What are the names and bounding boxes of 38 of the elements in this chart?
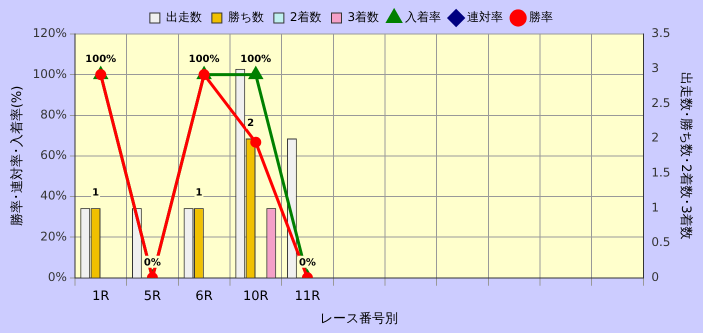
x-tick-label: 10R — [242, 288, 269, 304]
y2-axis-title: 出走数･勝ち数･2着数･3着数 — [678, 72, 694, 240]
data-label: 100% — [240, 54, 272, 66]
y2-tick-label: 2.5 — [651, 96, 670, 110]
x-axis-title: レース番号別 — [320, 312, 398, 327]
legend-label: 勝率 — [529, 10, 554, 24]
data-label: 1 — [195, 188, 202, 199]
y-tick-label: 20% — [40, 229, 67, 244]
y2-tick-label: 1.5 — [651, 165, 670, 180]
legend-label: 連対率 — [467, 10, 504, 24]
y2-tick-label: 1 — [651, 200, 659, 214]
data-label: 2 — [247, 118, 254, 130]
y2-tick-label: 3 — [651, 60, 659, 75]
x-tick-label: 11R — [294, 288, 320, 304]
y2-tick-label: 0.5 — [651, 235, 670, 250]
legend-label: 2着数 — [290, 10, 322, 24]
legend-label: 入着率 — [405, 10, 442, 24]
y-tick-label: 100% — [32, 66, 67, 81]
y-axis-title: 勝率･連対率･入着率(%) — [9, 86, 26, 226]
y-tick-label: 60% — [40, 148, 67, 162]
data-label: 0% — [298, 257, 316, 268]
data-label: 1 — [92, 188, 100, 199]
y2-tick-label: 3.5 — [651, 26, 670, 40]
data-label: 0% — [144, 257, 161, 268]
y-tick-label: 40% — [40, 188, 67, 203]
data-label: 100% — [188, 54, 220, 66]
data-label: 100% — [85, 54, 116, 66]
x-tick-label: 5R — [144, 288, 162, 304]
x-tick-label: 6R — [195, 288, 213, 304]
legend-label: 勝ち数 — [228, 10, 264, 24]
y-tick-label: 80% — [40, 107, 67, 122]
y-tick-label: 0% — [48, 270, 67, 284]
legend-label: 出走数 — [166, 10, 202, 24]
x-tick-label: 1R — [92, 288, 110, 304]
y2-tick-label: 2 — [651, 130, 659, 145]
legend-label: 3着数 — [348, 10, 380, 24]
y2-tick-label: 0 — [651, 270, 659, 284]
y-tick-label: 120% — [32, 26, 67, 40]
